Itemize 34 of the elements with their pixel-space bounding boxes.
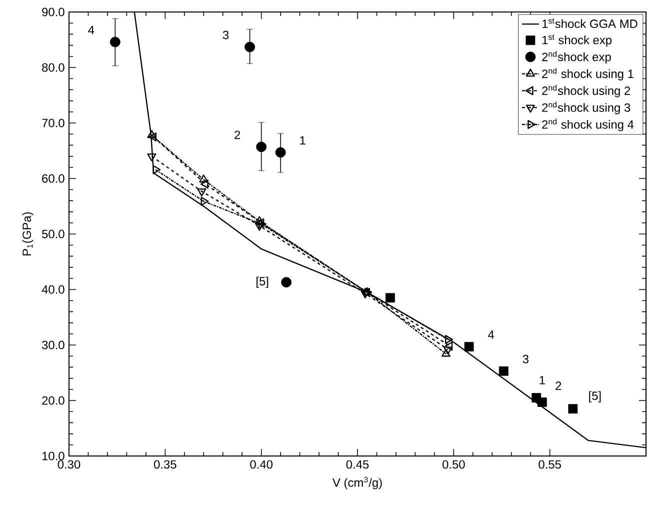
- y-tick-label: 50.0: [42, 230, 64, 238]
- annotation: [5]: [256, 276, 268, 288]
- x-tick-label: 0.30: [58, 460, 80, 469]
- y-tick-label: 80.0: [42, 63, 64, 72]
- legend-label: 1$^{st}$shock GGA MD: [542, 18, 638, 28]
- x-tick-label: 0.45: [346, 460, 369, 469]
- y-tick-label: 30.0: [42, 340, 64, 350]
- y-tick-label: 60.0: [42, 174, 64, 183]
- legend-label: 2$^{nd}$ shock using 4: [542, 118, 634, 132]
- y-tick-label: 90.0: [42, 8, 64, 16]
- annotation: 2: [556, 382, 562, 390]
- annotation: 3: [222, 30, 229, 40]
- annotation: [5]: [589, 391, 601, 402]
- x-tick-label: 0.50: [442, 460, 465, 469]
- annotation: 2: [234, 130, 240, 140]
- y-tick-label: 20.0: [42, 396, 64, 405]
- x-tick-label: 0.40: [250, 460, 273, 469]
- annotation: 1: [540, 376, 545, 384]
- x-tick-label: 0.55: [538, 460, 561, 469]
- legend-label: 2$^{nd}$shock using 3: [542, 102, 630, 114]
- annotation: 1: [300, 136, 306, 145]
- annotation: 4: [88, 26, 94, 34]
- y-tick-label: 10.0: [42, 452, 64, 460]
- x-axis-title: V (cm$^{3}$/g): [332, 476, 382, 490]
- legend-label: 2$^{nd}$shock exp: [542, 50, 611, 64]
- y-tick-label: 40.0: [42, 285, 64, 294]
- annotation: 3: [522, 354, 528, 364]
- legend-label: 2$^{nd}$ shock using 1: [542, 68, 634, 80]
- y-tick-label: 70.0: [42, 118, 64, 128]
- annotation: 4: [488, 330, 494, 339]
- legend-label: 1$^{st}$ shock exp: [542, 34, 612, 47]
- legend-label: 2$^{nd}$shock using 2: [542, 84, 630, 98]
- y-axis-title: P$_{1}$(GPa): [22, 212, 34, 256]
- x-tick-label: 0.35: [154, 460, 176, 469]
